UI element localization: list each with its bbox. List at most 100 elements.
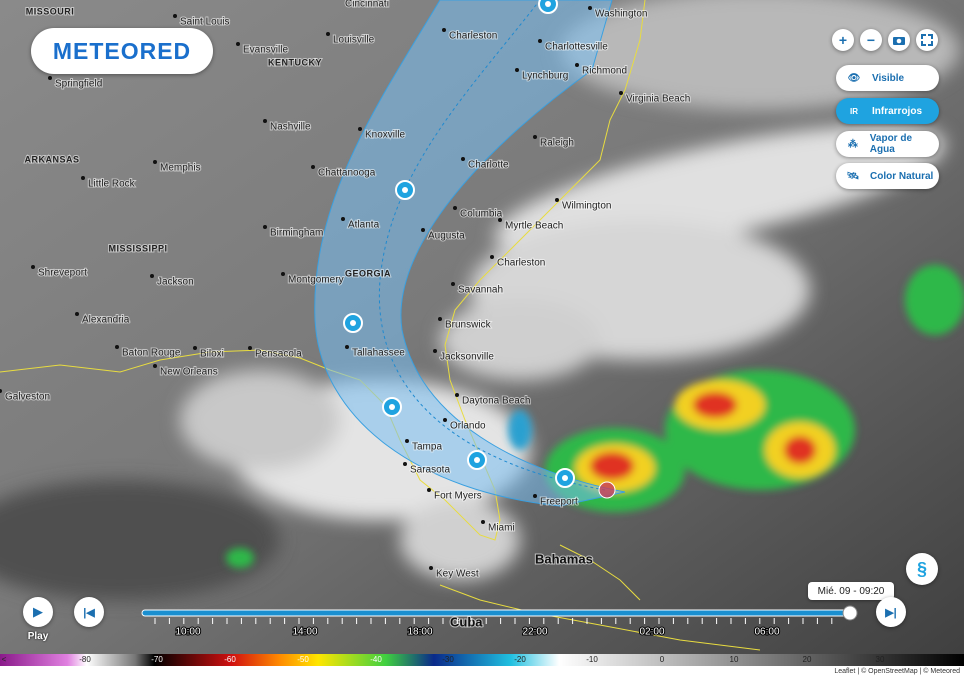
eye-icon: 👁 xyxy=(847,72,861,84)
city-label: Jackson xyxy=(157,277,194,288)
city-label: Virginia Beach xyxy=(626,94,690,105)
city-label: Saint Louis xyxy=(180,17,229,28)
city-dot xyxy=(538,39,542,43)
timeline-handle[interactable] xyxy=(842,605,858,621)
city-dot xyxy=(115,345,119,349)
city-dot xyxy=(433,349,437,353)
city-dot xyxy=(193,346,197,350)
city-dot xyxy=(588,6,592,10)
layer-water-vapor[interactable]: ⁂ Vapor de Agua xyxy=(836,131,939,157)
city-label: Little Rock xyxy=(88,179,136,190)
expand-icon xyxy=(921,34,933,46)
attribution: Leaflet | © OpenStreetMap | © Meteored xyxy=(834,667,960,675)
city-label: Fort Myers xyxy=(434,491,482,502)
colorbar-label: 0 xyxy=(660,655,665,664)
city-label: Brunswick xyxy=(445,320,492,331)
city-dot xyxy=(429,566,433,570)
step-back-button[interactable]: |◀ xyxy=(74,597,104,627)
city-dot xyxy=(311,165,315,169)
time-label: 14:00 xyxy=(292,627,317,638)
city-dot xyxy=(281,272,285,276)
city-label: Savannah xyxy=(458,285,503,296)
storm-positions xyxy=(343,0,616,499)
city-dot xyxy=(451,282,455,286)
city-label: Charlotte xyxy=(468,160,509,171)
city-label: Lynchburg xyxy=(522,71,568,82)
play-button[interactable]: ▶ xyxy=(23,597,53,627)
city-label: Cincinnati xyxy=(345,0,389,10)
city-dot xyxy=(75,312,79,316)
layer-label: Color Natural xyxy=(870,170,934,182)
zoom-in[interactable]: + xyxy=(832,29,854,51)
city-dot xyxy=(555,198,559,202)
colorbar-label: < xyxy=(2,655,7,664)
colorbar-label: -10 xyxy=(586,655,598,664)
city-dot xyxy=(405,439,409,443)
storm-icon-center xyxy=(350,320,356,326)
satellite-icon: 🛰 xyxy=(846,170,860,182)
storm-layer-button[interactable]: § xyxy=(906,553,938,585)
city-label: Chattanooga xyxy=(318,168,376,179)
state-label: ARKANSAS xyxy=(24,154,79,164)
colorbar-label: 30 xyxy=(876,655,885,664)
storm-center xyxy=(598,481,616,499)
city-dot xyxy=(248,346,252,350)
city-dot xyxy=(81,176,85,180)
state-label: MISSOURI xyxy=(26,6,75,16)
city-dot xyxy=(236,42,240,46)
timeline-track[interactable] xyxy=(141,609,851,617)
layer-infrared[interactable]: IR Infrarrojos xyxy=(836,98,939,124)
layer-visible[interactable]: 👁 Visible xyxy=(836,65,939,91)
city-dot xyxy=(533,494,537,498)
colorbar-label: -50 xyxy=(297,655,309,664)
city-dot xyxy=(421,228,425,232)
city-dot xyxy=(481,520,485,524)
country-label: Bahamas xyxy=(535,551,593,566)
city-dot xyxy=(48,76,52,80)
colorbar-label: -80 xyxy=(79,655,91,664)
city-label: Tallahassee xyxy=(352,348,405,359)
zoom-out[interactable]: − xyxy=(860,29,882,51)
state-label: KENTUCKY xyxy=(268,57,322,67)
city-dot xyxy=(150,274,154,278)
colorbar-label: -40 xyxy=(370,655,382,664)
layer-natural-color[interactable]: 🛰 Color Natural xyxy=(836,163,939,189)
colorbar-label: -60 xyxy=(224,655,236,664)
vapor-icon: ⁂ xyxy=(847,138,858,150)
time-label: 18:00 xyxy=(407,627,432,638)
city-dot xyxy=(341,217,345,221)
city-dot xyxy=(326,32,330,36)
city-dot xyxy=(453,206,457,210)
time-label: 22:00 xyxy=(522,627,547,638)
storm-icon-center xyxy=(545,1,551,7)
time-label: 10:00 xyxy=(175,627,200,638)
city-label: Louisville xyxy=(333,35,375,46)
city-dot xyxy=(619,91,623,95)
city-label: Montgomery xyxy=(288,275,344,286)
fullscreen-button[interactable] xyxy=(916,29,938,51)
city-dot xyxy=(0,389,2,393)
screenshot-button[interactable] xyxy=(888,29,910,51)
current-time: Mié. 09 - 09:20 xyxy=(808,582,894,600)
convection xyxy=(226,265,964,568)
city-dot xyxy=(173,14,177,18)
city-label: Galveston xyxy=(5,392,50,403)
city-label: Baton Rouge xyxy=(122,348,181,359)
city-label: Jacksonville xyxy=(440,352,494,363)
forecast-track xyxy=(378,0,606,491)
city-label: Pensacola xyxy=(255,349,302,360)
colorbar-labels: < -80 -70 -60 -50 -40 -30 -20 -10 0 10 20 30 xyxy=(2,655,885,664)
city-label: Springfield xyxy=(55,79,102,90)
layer-label: Visible xyxy=(872,72,905,84)
city-dot xyxy=(533,135,537,139)
city-label: Myrtle Beach xyxy=(505,221,563,232)
step-forward-button[interactable]: ▶| xyxy=(876,597,906,627)
attribution-bar xyxy=(0,666,964,675)
city-dot xyxy=(443,418,447,422)
country-label: Cuba xyxy=(450,614,483,629)
logo[interactable]: METEORED xyxy=(31,28,213,74)
city-label: Nashville xyxy=(270,122,311,133)
city-label: Knoxville xyxy=(365,130,405,141)
city-dot xyxy=(263,225,267,229)
